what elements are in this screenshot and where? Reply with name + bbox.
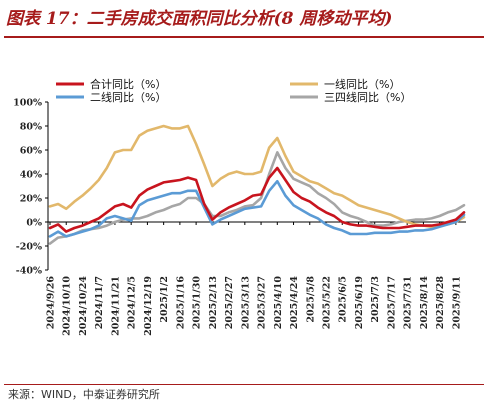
plot-area (48, 124, 466, 245)
footer-rule (4, 384, 484, 385)
x-tick-label: 2025/5/8 (305, 276, 316, 323)
series-line-total (48, 166, 466, 233)
x-tick-label: 2024/9/26 (46, 276, 57, 330)
chart-legend: 合计同比（%） 一线同比（%） 二线同比（%） 三四线同比（%） (56, 77, 411, 104)
x-tick-label: 2024/10/10 (62, 276, 73, 336)
y-tick-label: -40% (16, 266, 42, 277)
x-tick-label: 2024/11/21 (110, 276, 121, 336)
x-tick-label: 2024/12/5 (127, 276, 138, 329)
x-tick-label: 2025/5/22 (322, 276, 333, 329)
y-tick-label: 100% (13, 98, 42, 109)
x-tick-label: 2025/6/19 (354, 276, 365, 330)
chart-title: 图表 17：二手房成交面积同比分析(8 周移动平均) (6, 9, 393, 29)
x-tick-label: 2025/7/3 (370, 276, 381, 323)
legend-item-tier2: 二线同比（%） (56, 90, 166, 104)
x-tick-label: 2025/8/28 (435, 276, 446, 330)
x-tick-label: 2025/6/5 (338, 276, 349, 323)
x-tick-label: 2024/10/24 (78, 276, 89, 336)
x-tick-label: 2025/2/13 (208, 276, 219, 329)
x-tick-label: 2025/1/30 (192, 276, 203, 330)
legend-label: 一线同比（%） (324, 77, 400, 91)
legend-label: 三四线同比（%） (324, 90, 411, 104)
x-tick-label: 2025/9/11 (451, 276, 462, 329)
legend-label: 合计同比（%） (90, 77, 166, 91)
y-tick-label: 80% (20, 122, 42, 133)
source-label: 来源： (8, 388, 41, 401)
x-tick-label: 2025/2/27 (224, 276, 235, 329)
title-underline (4, 36, 484, 38)
line-chart: 合计同比（%） 一线同比（%） 二线同比（%） 三四线同比（%） -40% -20% 0%… (13, 77, 466, 336)
legend-item-tier34: 三四线同比（%） (290, 90, 411, 104)
x-tick-label: 2025/8/14 (419, 276, 430, 330)
series-line-tier34 (48, 151, 466, 245)
x-tick-label: 2025/4/24 (289, 276, 300, 330)
x-tick-label: 2025/7/31 (403, 276, 414, 329)
legend-label: 二线同比（%） (90, 90, 166, 104)
y-tick-label: 40% (20, 170, 42, 181)
x-tick-label: 2025/4/10 (273, 276, 284, 330)
y-tick-label: -20% (16, 242, 42, 253)
x-tick-label: 2024/12/19 (143, 276, 154, 336)
y-tick-label: 60% (20, 146, 42, 157)
x-tick-label: 2025/7/17 (386, 276, 397, 329)
x-tick-label: 2025/1/16 (175, 276, 186, 330)
y-tick-label: 0% (26, 218, 42, 229)
x-tick-label: 2024/11/7 (94, 276, 105, 329)
legend-item-total: 合计同比（%） (56, 77, 166, 91)
x-tick-label: 2025/3/13 (240, 276, 251, 329)
x-tick-label: 2025/1/2 (159, 276, 170, 323)
series-line-tier2 (48, 179, 466, 238)
legend-item-tier1: 一线同比（%） (290, 77, 400, 91)
x-axis: 2024/9/26 2024/10/10 2024/10/24 2024/11/7 20… (46, 221, 466, 336)
series-line-tier1 (48, 124, 466, 229)
source-note: 来源：WIND，中泰证券研究所 (8, 386, 160, 404)
source-text: WIND，中泰证券研究所 (41, 388, 160, 401)
y-tick-label: 20% (20, 194, 42, 205)
x-tick-label: 2025/3/27 (257, 276, 268, 329)
y-axis: -40% -20% 0% 20% 40% 60% 80% 100% (13, 98, 49, 277)
